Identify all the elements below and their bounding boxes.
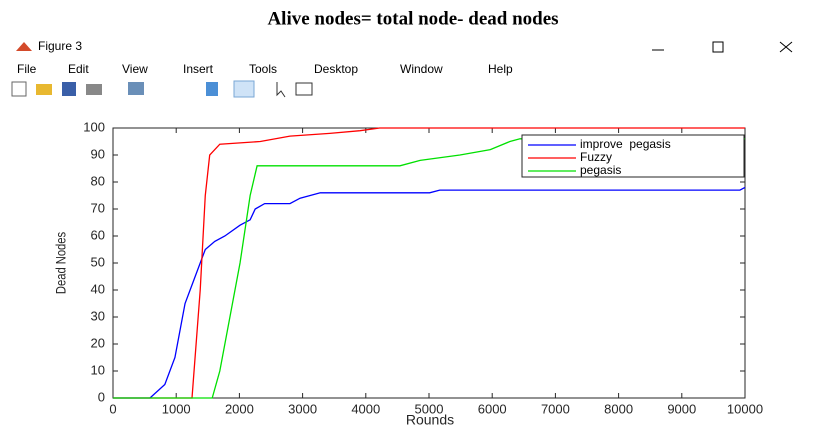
x-tick-label: 1000 <box>162 401 191 416</box>
menu-item[interactable]: Tools <box>249 62 277 76</box>
y-tick-label: 50 <box>91 254 105 269</box>
menu-item[interactable]: Desktop <box>314 62 358 76</box>
y-tick-label: 10 <box>91 362 105 377</box>
x-tick-label: 2000 <box>225 401 254 416</box>
colorbar-icon[interactable] <box>206 82 218 96</box>
legend-box <box>521 134 745 178</box>
toolbar <box>11 80 313 98</box>
y-axis-label: Dead Nodes <box>54 232 69 294</box>
menu-item[interactable]: Window <box>400 62 443 76</box>
series-line <box>113 186 746 399</box>
link-icon[interactable] <box>128 82 144 95</box>
x-tick-label: 0 <box>109 401 116 416</box>
y-tick-label: 30 <box>91 308 105 323</box>
pointer-icon[interactable] <box>276 82 286 98</box>
new-icon[interactable] <box>11 81 27 97</box>
x-tick-label: 6000 <box>478 401 507 416</box>
close-button[interactable] <box>779 41 793 53</box>
x-tick-label: 9000 <box>667 401 696 416</box>
series-line <box>113 138 745 399</box>
x-tick-label: 8000 <box>604 401 633 416</box>
menu-item[interactable]: Edit <box>68 62 89 76</box>
x-tick-label: 7000 <box>541 401 570 416</box>
menu-item[interactable]: File <box>17 62 37 76</box>
series-line <box>113 127 745 399</box>
matlab-icon <box>16 42 32 51</box>
x-tick-label: 5000 <box>415 401 444 416</box>
menu-item[interactable]: Help <box>488 62 513 76</box>
menu-item[interactable]: Insert <box>183 62 214 76</box>
save-icon[interactable] <box>62 82 76 96</box>
x-tick-label: 10000 <box>727 401 763 416</box>
y-tick-label: 100 <box>83 119 105 134</box>
y-tick-label: 90 <box>91 146 105 161</box>
y-tick-label: 20 <box>91 335 105 350</box>
y-tick-label: 70 <box>91 200 105 215</box>
legend-label: improve pegasis <box>580 137 671 151</box>
x-axis-label: Rounds <box>406 412 454 428</box>
menu-item[interactable]: View <box>122 62 148 76</box>
print-icon[interactable] <box>86 84 102 95</box>
y-tick-label: 80 <box>91 173 105 188</box>
maximize-button[interactable] <box>712 41 724 53</box>
legend-label: Fuzzy <box>580 150 612 164</box>
open-icon[interactable] <box>36 84 52 95</box>
title-bar <box>0 36 813 60</box>
x-tick-label: 3000 <box>288 401 317 416</box>
y-tick-label: 40 <box>91 281 105 296</box>
y-tick-label: 60 <box>91 227 105 242</box>
y-tick-label: 0 <box>98 389 105 404</box>
legend-icon[interactable] <box>233 80 255 98</box>
legend-label: pegasis <box>580 163 621 177</box>
window-title: Figure 3 <box>38 39 82 53</box>
caption: Alive nodes= total node- dead nodes <box>267 8 558 29</box>
x-tick-label: 4000 <box>351 401 380 416</box>
property-icon[interactable] <box>295 82 313 96</box>
